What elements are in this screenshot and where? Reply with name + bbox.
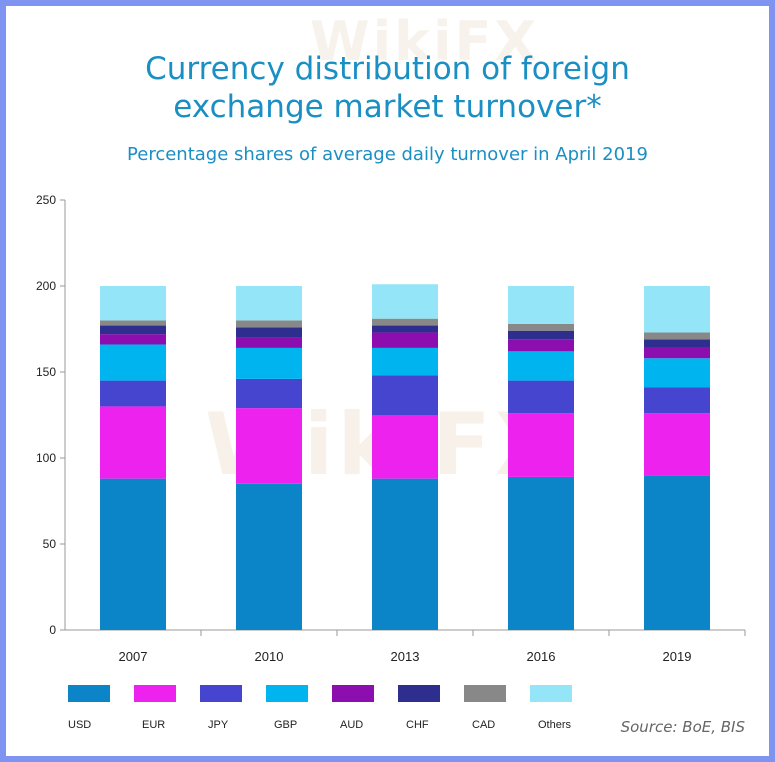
- bar-segment-eur-2019: [644, 413, 710, 476]
- x-tick-label: 2007: [119, 649, 148, 664]
- bar-segment-usd-2013: [372, 478, 438, 630]
- bar-segment-eur-2010: [236, 408, 302, 484]
- x-tick-label: 2016: [527, 649, 556, 664]
- legend-label-aud: AUD: [340, 719, 363, 731]
- bar-segment-jpy-2016: [508, 380, 574, 414]
- bar-segment-aud-2007: [100, 334, 166, 345]
- bar-segment-others-2019: [644, 286, 710, 333]
- legend-swatch-usd: [68, 685, 110, 702]
- bar-segment-others-2016: [508, 286, 574, 324]
- bar-segment-usd-2016: [508, 476, 574, 630]
- bar-segment-jpy-2013: [372, 375, 438, 415]
- legend-swatch-others: [530, 685, 572, 702]
- bar-segment-cad-2019: [644, 332, 710, 340]
- bar-segment-cad-2016: [508, 323, 574, 331]
- legend-label-eur: EUR: [142, 719, 165, 731]
- bar-segment-aud-2013: [372, 332, 438, 348]
- x-tick-label: 2010: [255, 649, 284, 664]
- y-tick-label: 50: [43, 537, 57, 551]
- bar-segment-jpy-2007: [100, 380, 166, 407]
- y-tick-label: 200: [36, 279, 56, 293]
- bar-segment-chf-2019: [644, 339, 710, 348]
- legend-label-gbp: GBP: [274, 719, 297, 731]
- bar-segment-aud-2019: [644, 347, 710, 359]
- bar-segment-aud-2010: [236, 337, 302, 348]
- y-tick-label: 250: [36, 193, 56, 207]
- y-tick-label: 0: [49, 623, 56, 637]
- bar-segment-chf-2016: [508, 330, 574, 340]
- legend-label-usd: USD: [68, 719, 91, 731]
- x-tick-label: 2013: [391, 649, 420, 664]
- legend-label-chf: CHF: [406, 719, 429, 731]
- bar-segment-eur-2013: [372, 415, 438, 479]
- legend-swatch-chf: [398, 685, 440, 702]
- bar-segment-gbp-2010: [236, 347, 302, 379]
- bar-segment-jpy-2019: [644, 387, 710, 414]
- chart-subtitle: Percentage shares of average daily turno…: [127, 144, 648, 165]
- legend-swatch-cad: [464, 685, 506, 702]
- legend-label-others: Others: [538, 719, 572, 731]
- legend-swatch-aud: [332, 685, 374, 702]
- bar-segment-gbp-2016: [508, 351, 574, 381]
- chart-title: Currency distribution of foreign exchang…: [0, 50, 775, 126]
- bar-segment-cad-2013: [372, 318, 438, 326]
- legend-swatch-gbp: [266, 685, 308, 702]
- y-tick-label: 150: [36, 365, 56, 379]
- bar-segment-aud-2016: [508, 339, 574, 352]
- legend-label-jpy: JPY: [208, 719, 229, 731]
- chart-title-line-2: exchange market turnover*: [173, 89, 602, 125]
- legend-swatch-jpy: [200, 685, 242, 702]
- x-tick-label: 2019: [663, 649, 692, 664]
- bar-segment-cad-2007: [100, 320, 166, 326]
- bar-segment-usd-2010: [236, 483, 302, 630]
- bar-segment-eur-2007: [100, 406, 166, 479]
- bar-segment-others-2013: [372, 284, 438, 319]
- y-tick-label: 100: [36, 451, 56, 465]
- bar-segment-cad-2010: [236, 320, 302, 328]
- source-note: Source: BoE, BIS: [620, 718, 745, 736]
- bar-segment-chf-2010: [236, 327, 302, 338]
- bar-segment-gbp-2019: [644, 358, 710, 388]
- legend-label-cad: CAD: [472, 719, 495, 731]
- bar-segment-gbp-2007: [100, 344, 166, 381]
- bar-segment-eur-2016: [508, 413, 574, 477]
- bar-segment-gbp-2013: [372, 347, 438, 376]
- legend-swatch-eur: [134, 685, 176, 702]
- bar-segment-others-2010: [236, 286, 302, 321]
- bar-segment-chf-2007: [100, 325, 166, 335]
- chart-title-line-1: Currency distribution of foreign: [145, 51, 630, 87]
- bar-segment-usd-2019: [644, 475, 710, 630]
- bar-segment-jpy-2010: [236, 378, 302, 409]
- bar-segment-others-2007: [100, 286, 166, 321]
- bar-segment-usd-2007: [100, 478, 166, 630]
- bar-segment-chf-2013: [372, 325, 438, 333]
